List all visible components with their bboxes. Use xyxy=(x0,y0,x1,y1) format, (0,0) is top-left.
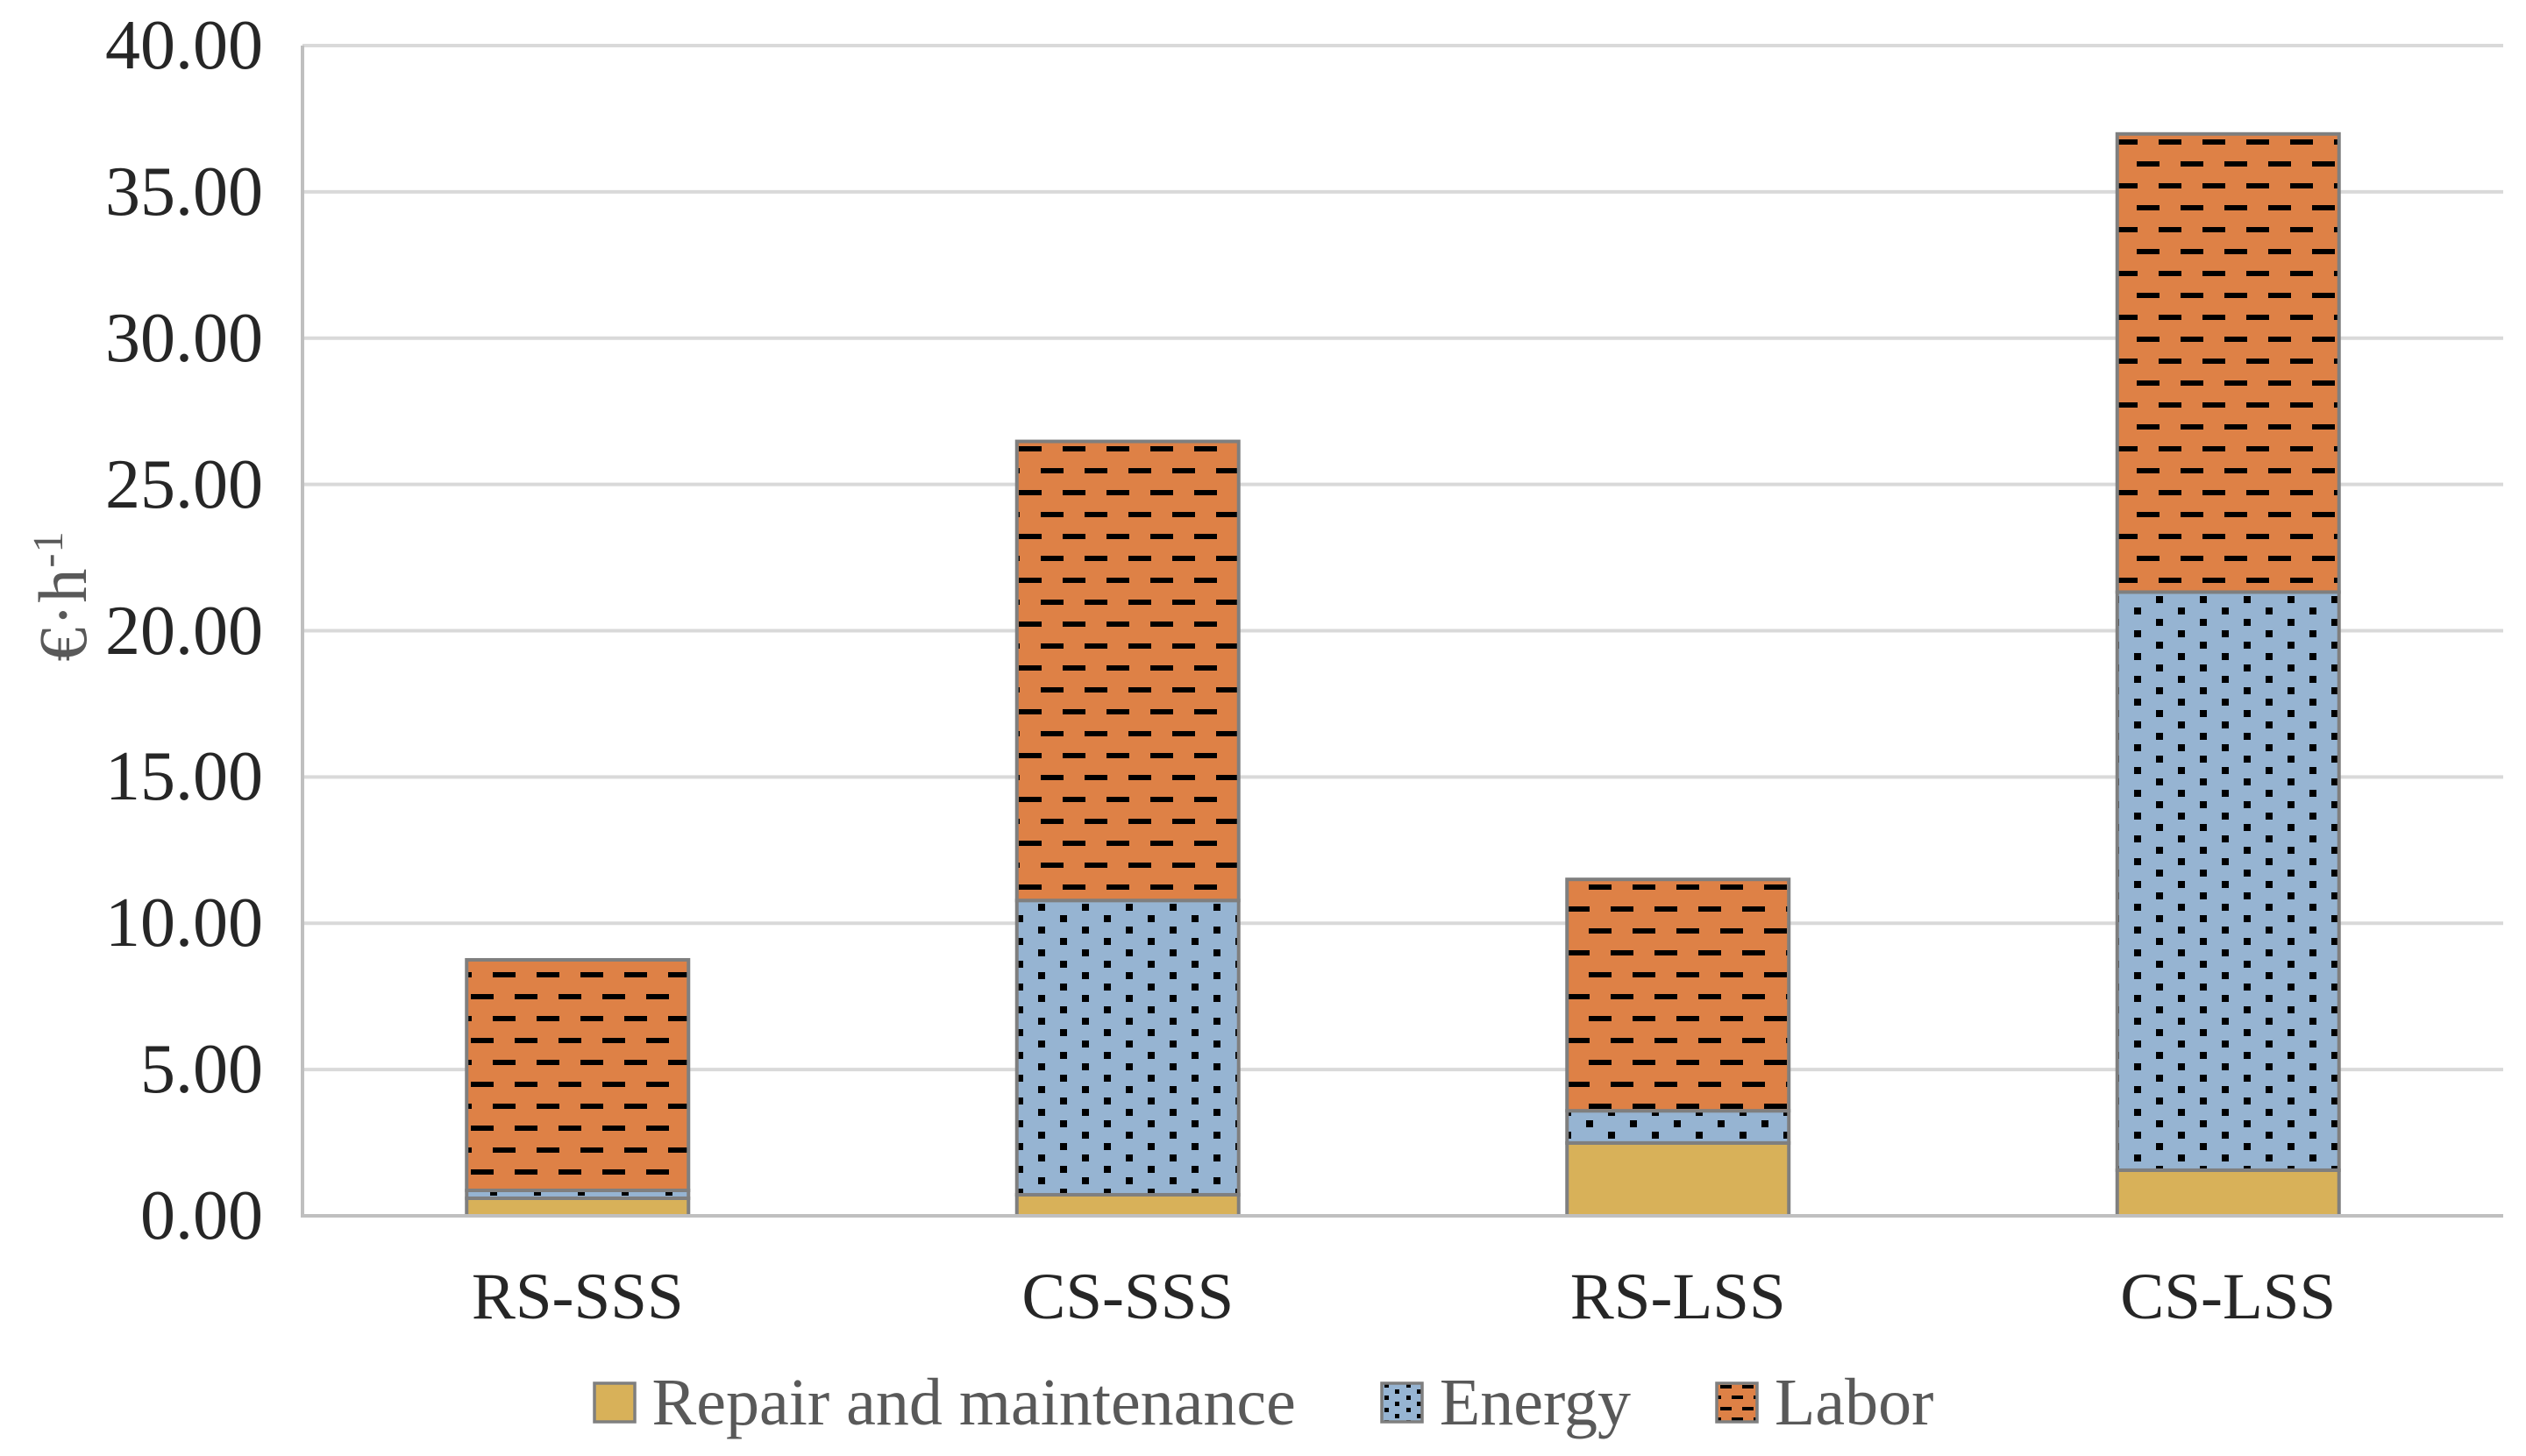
bar-segment-repair-and-maintenance-cs-sss xyxy=(1014,1192,1241,1218)
bar-segment-repair-and-maintenance-rs-sss xyxy=(465,1196,691,1218)
legend-item: Energy xyxy=(1380,1369,1631,1436)
y-tick-label: 10.00 xyxy=(105,884,263,962)
y-tick-label: 30.00 xyxy=(105,299,263,377)
legend-swatch-repair-and-maintenance xyxy=(592,1381,637,1424)
bar-segment-energy-rs-lss xyxy=(1565,1109,1791,1145)
legend-label: Energy xyxy=(1439,1366,1631,1439)
y-tick-label: 35.00 xyxy=(105,153,263,231)
legend-item: Labor xyxy=(1715,1369,1933,1436)
bar-segment-energy-cs-lss xyxy=(2115,590,2341,1172)
y-tick-label: 25.00 xyxy=(105,445,263,523)
x-axis-category-label: CS-SSS xyxy=(1021,1261,1235,1333)
y-tick-label: 20.00 xyxy=(105,592,263,670)
y-tick-label: 15.00 xyxy=(105,738,263,816)
x-axis-category-label: RS-LSS xyxy=(1569,1261,1786,1333)
bar-segment-repair-and-maintenance-cs-lss xyxy=(2115,1168,2341,1218)
legend-swatch-labor xyxy=(1715,1381,1759,1424)
x-axis-category-label: RS-SSS xyxy=(471,1261,684,1333)
x-axis-category-label: CS-LSS xyxy=(2120,1261,2337,1333)
legend: Repair and maintenance Energy Labor xyxy=(0,1369,2526,1436)
bar-segment-repair-and-maintenance-rs-lss xyxy=(1565,1140,1791,1218)
y-tick-label: 5.00 xyxy=(140,1031,263,1109)
bar-segment-labor-rs-sss xyxy=(465,957,691,1192)
legend-label: Labor xyxy=(1774,1366,1934,1439)
legend-item: Repair and maintenance xyxy=(592,1366,1296,1439)
legend-swatch-energy xyxy=(1380,1381,1424,1424)
y-tick-label: 40.00 xyxy=(105,7,263,84)
legend-label: Repair and maintenance xyxy=(651,1366,1296,1439)
bar-segment-labor-rs-lss xyxy=(1565,877,1791,1113)
bar-segment-labor-cs-lss xyxy=(2115,131,2341,594)
bar-segment-labor-cs-sss xyxy=(1014,439,1241,903)
bar-segment-energy-cs-sss xyxy=(1014,898,1241,1197)
y-axis-title-exponent: -1 xyxy=(25,530,72,568)
y-tick-label: 0.00 xyxy=(140,1177,263,1254)
